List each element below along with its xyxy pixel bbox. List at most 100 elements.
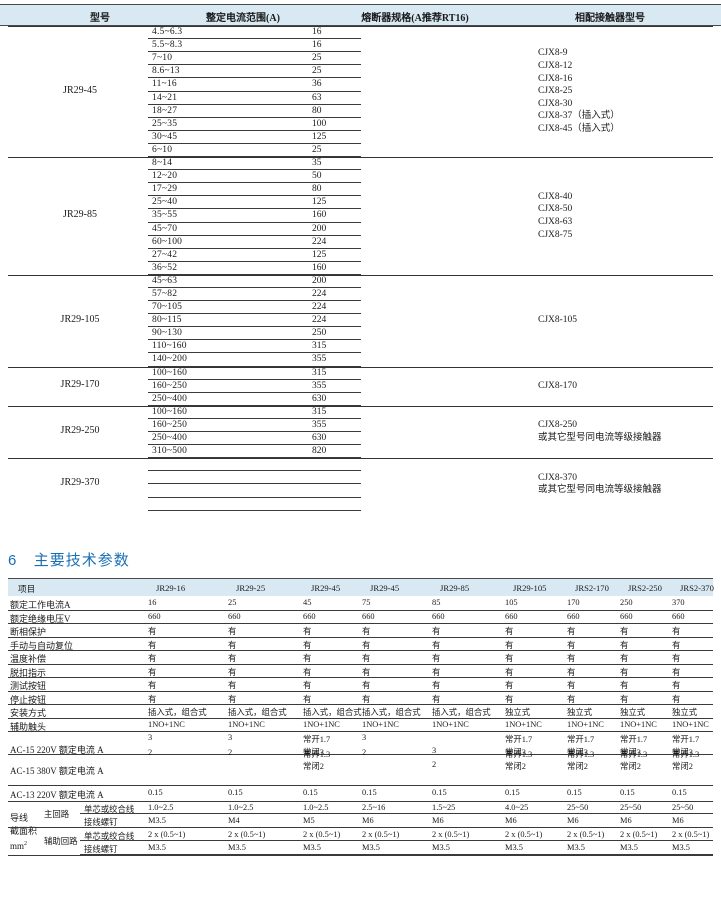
row-divider — [148, 182, 361, 184]
param-value: 660 — [148, 611, 161, 621]
current-range: 310~500 — [152, 446, 188, 457]
param-value: 有 — [303, 667, 312, 677]
param-value: 有 — [567, 694, 576, 704]
contactor-models: CJX8-250 或其它型号同电流等级接触器 — [538, 419, 718, 444]
table2-col-header-model: JR29-85 — [440, 583, 470, 593]
row-divider — [148, 339, 361, 341]
param-value: 1NO+1NC — [148, 719, 185, 729]
aux-screw-size: M3.5 — [620, 843, 638, 852]
group-divider — [8, 405, 713, 407]
row-divider — [148, 64, 361, 66]
model-group: JR29-250 CJX8-250 或其它型号同电流等级接触器 100~160 315 1… — [0, 405, 721, 459]
fuse-rating: 80 — [312, 105, 322, 116]
table2-col-header-model: JR29-105 — [513, 583, 547, 593]
model-group: JR29-370 CJX8-370 或其它型号同电流等级接触器 — [0, 458, 721, 511]
current-range: 6~10 — [152, 144, 173, 155]
ac15-380-no-value: 2 — [362, 748, 367, 757]
table1-col-header-model: 型号 — [90, 13, 110, 24]
row-divider — [148, 142, 361, 144]
current-range: 90~130 — [152, 328, 183, 339]
ac13-220-value: 0.15 — [303, 788, 318, 797]
section-title: 主要技术参数 — [33, 552, 130, 569]
fuse-rating: 25 — [312, 144, 322, 155]
ac13-220-value: 0.15 — [620, 788, 635, 797]
param-value: 有 — [505, 654, 514, 663]
param-value: 85 — [432, 598, 441, 607]
param-value: 有 — [432, 681, 441, 690]
fuse-rating: 315 — [312, 406, 327, 417]
main-wire-size: 2.5~16 — [362, 802, 386, 812]
row-divider — [148, 221, 361, 223]
param-value: 有 — [672, 627, 681, 636]
group-divider — [8, 26, 713, 27]
table1-col-header-contactor: 相配接触器型号 — [575, 13, 645, 24]
current-range: 70~105 — [152, 302, 183, 313]
fuse-rating: 200 — [312, 275, 327, 286]
ac13-220-value: 0.15 — [672, 788, 687, 797]
model-name: JR29-45 — [63, 84, 97, 96]
table2-col-header-model: JRS2-250 — [628, 583, 662, 593]
param-value: 有 — [228, 654, 237, 663]
param-value: 独立式 — [505, 708, 531, 717]
fuse-rating: 100 — [312, 118, 327, 129]
param-value: 1NO+1NC — [432, 719, 469, 729]
wire-subrow-label: 接线螺钉 — [84, 845, 118, 854]
row-divider — [8, 636, 713, 638]
contactor-models: CJX8-105 — [538, 314, 718, 327]
contactor-model-line: 或其它型号同电流等级接触器 — [538, 485, 662, 496]
param-value: 有 — [303, 640, 312, 650]
table2-col-header-model: JR29-25 — [236, 583, 266, 593]
fuse-rating: 315 — [312, 341, 327, 352]
aux-screw-size: M3.5 — [228, 843, 246, 852]
param-value: 有 — [228, 694, 237, 704]
row-label: 额定工作电流A — [10, 600, 71, 610]
param-value: 有 — [567, 640, 576, 650]
aux-wire-size: 2 x (0.5~1) — [228, 829, 266, 839]
fuse-rating: 63 — [312, 92, 322, 103]
param-value: 有 — [148, 681, 157, 690]
param-value: 有 — [362, 640, 371, 650]
contactor-models: CJX8-170 — [538, 380, 718, 393]
row-divider — [148, 326, 361, 328]
ac15-220-no-value: 3 — [362, 733, 367, 742]
current-range: 60~100 — [152, 236, 183, 247]
ac15-220-no-value: 3 — [228, 733, 233, 742]
param-value: 有 — [672, 681, 681, 690]
ac15-220-no-value: 常开1.7 — [620, 735, 648, 744]
contactor-model-line: CJX8-12 — [538, 60, 573, 71]
main-wire-size: 1.0~2.5 — [228, 802, 254, 812]
current-range: 30~45 — [152, 131, 178, 142]
param-value: 有 — [303, 627, 312, 636]
row-divider — [80, 840, 713, 841]
model-name: JR29-85 — [63, 208, 97, 220]
section-heading: 6 主要技术参数 — [8, 549, 130, 570]
table2-col-header-item: 项目 — [18, 584, 36, 594]
ac15-380-label: AC-15 380V 额定电流 A — [10, 766, 104, 776]
row-divider — [8, 800, 713, 802]
fuse-rating: 80 — [312, 184, 322, 195]
model-name: JR29-170 — [60, 379, 100, 391]
aux-wire-size: 2 x (0.5~1) — [505, 829, 543, 839]
aux-screw-size: M3.5 — [303, 843, 321, 852]
param-value: 45 — [303, 598, 312, 607]
aux-screw-size: M3.5 — [672, 843, 690, 852]
param-value: 75 — [362, 598, 371, 607]
row-divider — [148, 103, 361, 105]
setting-current-table: 型号 整定电流范围(A) 熔断器规格(A推荐RT16) 相配接触器型号 JR29… — [0, 4, 721, 511]
param-value: 有 — [303, 681, 312, 690]
param-value: 有 — [672, 694, 681, 704]
row-divider — [148, 156, 361, 157]
fuse-rating: 224 — [312, 236, 327, 247]
table1-header-row: 型号 整定电流范围(A) 熔断器规格(A推荐RT16) 相配接触器型号 — [0, 4, 721, 26]
ac15-220-nc-value: 常闭3 — [505, 747, 526, 757]
main-wire-size: 1.0~2.5 — [303, 802, 329, 812]
param-value: 有 — [620, 627, 629, 636]
param-value: 插入式，组合式 — [303, 708, 362, 717]
fuse-rating: 36 — [312, 79, 322, 90]
current-range: 18~27 — [152, 105, 178, 116]
param-value: 1NO+1NC — [567, 719, 604, 729]
row-divider — [148, 444, 361, 446]
ac15-380-nc-value: 常闭2 — [505, 762, 526, 771]
fuse-rating: 630 — [312, 393, 327, 404]
param-value: 660 — [505, 611, 518, 621]
